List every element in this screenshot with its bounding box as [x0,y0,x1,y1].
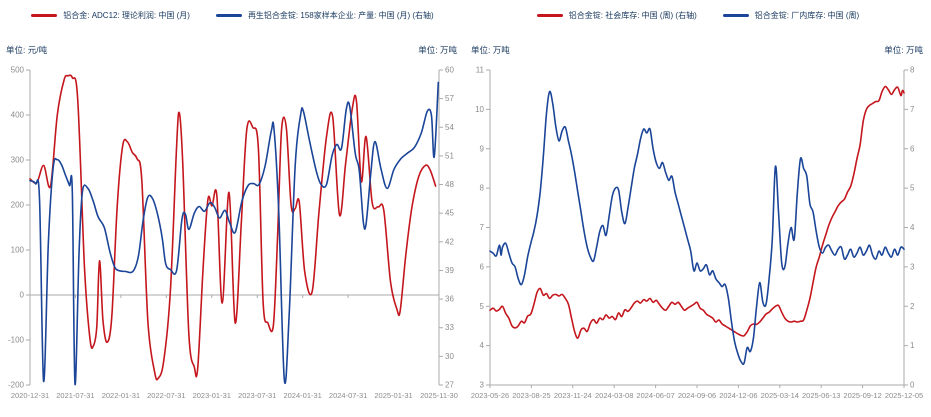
left-y-tick-label: 3 [480,381,485,390]
right-y-tick-label: 30 [445,352,454,361]
legend-label: 再生铝合金锭: 158家样本企业: 产量: 中国 (月) (右轴) [247,11,434,20]
right-y-tick-label: 6 [910,144,915,153]
red-line-swatch [536,14,563,17]
right-y-tick-label: 8 [910,66,915,75]
x-tick-label: 2021-07-31 [56,391,94,400]
x-tick-label: 2025-09-12 [843,391,881,400]
right-y-tick-label: 60 [445,66,454,75]
blue-line-swatch [722,14,749,17]
inventory-chart-panel: 铝合金锭: 社会库存: 中国 (周) (右轴) 铝合金锭: 厂内库存: 中国 (… [465,0,931,417]
profit-output-line-chart: 500 400 300 200 100 0 -100 -200 60 57 54 51 48 45 42 39… [8,66,458,401]
blue-line-swatch [215,14,242,17]
x-tick-label: 2024-06-07 [636,391,674,400]
left-axis-unit-label: 单位: 元/吨 [6,45,48,55]
left-y-tick-label: -100 [8,336,25,345]
x-tick-label: 2025-06-13 [802,391,840,400]
left-y-tick-label: 9 [480,144,485,153]
x-tick-label: 2023-05-26 [471,391,509,400]
right-y-tick-label: 27 [445,381,454,390]
right-y-tick-label: 2 [910,302,915,311]
left-y-tick-label: 5 [480,302,485,311]
left-y-tick-label: 300 [11,156,25,165]
right-y-tick-label: 4 [910,223,915,232]
left-y-tick-label: 100 [11,246,25,255]
left-y-tick-label: 200 [11,201,25,210]
right-y-tick-label: 7 [910,105,915,114]
right-y-tick-label: 42 [445,237,454,246]
right-y-tick-label: 54 [445,123,454,132]
x-tick-label: 2023-01-31 [193,391,231,400]
legend-item-social-inventory: 铝合金锭: 社会库存: 中国 (周) (右轴) [536,10,697,21]
adc12-theoretical-profit-line [29,74,437,381]
right-y-tick-label: 33 [445,323,454,332]
legend-item-in-plant-inventory: 铝合金锭: 厂内库存: 中国 (周) [722,10,860,21]
left-y-tick-label: 6 [480,262,485,271]
x-tick-label: 2024-12-06 [719,391,757,400]
right-axis-unit-label: 单位: 万吨 [418,45,457,55]
profit-output-chart-panel: 铝合金: ADC12: 理论利润: 中国 (月) 再生铝合金锭: 158家样本企… [0,0,465,417]
right-y-tick-label: 1 [910,341,915,350]
recycled-alloy-ingot-output-line [29,81,440,386]
legend-label: 铝合金锭: 厂内库存: 中国 (周) [754,11,860,20]
right-y-tick-label: 48 [445,180,454,189]
left-y-tick-label: 7 [480,223,485,232]
legend-label: 铝合金锭: 社会库存: 中国 (周) (右轴) [568,11,697,20]
in-plant-inventory-line [489,90,905,365]
left-axis-unit-label: 单位: 万吨 [471,45,510,55]
right-y-tick-label: 3 [910,262,915,271]
x-tick-label: 2025-01-31 [374,391,412,400]
right-y-tick-label: 36 [445,295,454,304]
right-y-tick-label: 57 [445,94,454,103]
right-y-tick-label: 45 [445,209,454,218]
right-y-tick-label: 0 [910,381,915,390]
x-tick-label: 2025-12-05 [885,391,923,400]
x-tick-label: 2023-07-31 [238,391,276,400]
left-y-tick-label: 4 [480,341,485,350]
left-y-tick-label: 8 [480,184,485,193]
social-inventory-line [489,85,905,339]
left-y-tick-label: 400 [11,111,25,120]
legend-item-profit: 铝合金: ADC12: 理论利润: 中国 (月) [31,10,190,21]
red-line-swatch [31,14,58,17]
right-axis-unit-label: 单位: 万吨 [884,45,923,55]
x-tick-label: 2025-03-14 [761,391,799,400]
x-tick-label: 2024-03-08 [595,391,633,400]
x-tick-label: 2025-11-30 [420,391,458,400]
left-y-tick-label: 500 [11,66,25,75]
x-tick-label: 2020-12-31 [11,391,49,400]
legend-item-output: 再生铝合金锭: 158家样本企业: 产量: 中国 (月) (右轴) [215,10,434,21]
right-y-tick-label: 39 [445,266,454,275]
left-y-tick-label: -200 [8,381,25,390]
x-tick-label: 2023-11-24 [554,391,592,400]
left-y-tick-label: 11 [476,66,485,75]
right-y-tick-label: 51 [445,151,454,160]
left-y-tick-label: 0 [20,291,25,300]
left-y-tick-label: 10 [475,105,484,114]
x-tick-label: 2024-07-31 [329,391,367,400]
legend: 铝合金锭: 社会库存: 中国 (周) (右轴) 铝合金锭: 厂内库存: 中国 (… [465,10,931,21]
x-tick-label: 2024-01-31 [283,391,321,400]
x-tick-label: 2022-01-31 [102,391,140,400]
right-y-tick-label: 5 [910,184,915,193]
x-tick-label: 2022-07-31 [147,391,185,400]
x-tick-label: 2024-09-06 [678,391,716,400]
legend: 铝合金: ADC12: 理论利润: 中国 (月) 再生铝合金锭: 158家样本企… [0,10,465,21]
x-tick-label: 2023-08-25 [512,391,550,400]
legend-label: 铝合金: ADC12: 理论利润: 中国 (月) [63,11,190,20]
